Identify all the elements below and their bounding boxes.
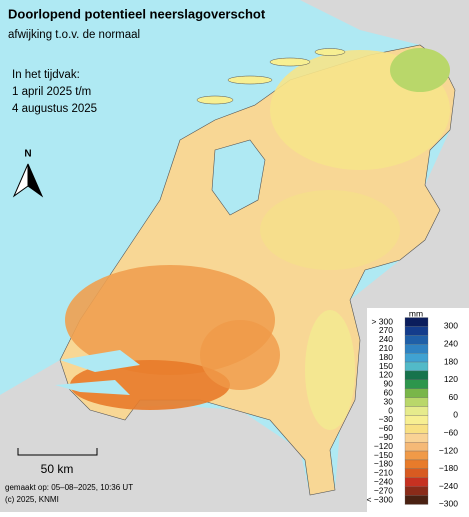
legend-swatch: [404, 335, 429, 345]
legend-left-label: > 300: [371, 316, 393, 326]
legend-right-label: 120: [444, 374, 458, 384]
legend-swatch: [404, 477, 429, 487]
legend-swatch: [404, 388, 429, 398]
legend-swatch: [404, 468, 429, 478]
legend-left-label: < −300: [367, 494, 394, 504]
footer-copyright: (c) 2025, KNMI: [5, 495, 59, 504]
legend-swatch: [404, 370, 429, 381]
netherlands: [55, 44, 456, 496]
legend-right-label: 300: [444, 321, 458, 331]
island: [227, 75, 273, 85]
dry-zone: [70, 360, 230, 410]
dry-zone: [260, 190, 400, 270]
legend-swatch: [404, 344, 429, 354]
legend-right-label: −240: [439, 481, 458, 491]
legend-swatch: [404, 379, 429, 389]
legend-swatch: [404, 326, 429, 336]
island: [269, 57, 311, 67]
island: [314, 48, 346, 56]
legend-left-label: −180: [374, 459, 393, 469]
north-label: N: [24, 149, 31, 160]
legend-left-label: 240: [379, 334, 393, 344]
wet-zone: [390, 48, 450, 92]
legend-left-label: 150: [379, 361, 393, 371]
legend-swatch: [404, 424, 429, 434]
legend-right-label: 60: [449, 392, 459, 402]
legend-right-label: 180: [444, 356, 458, 366]
legend-right-label: −300: [439, 499, 458, 509]
period-end: 4 augustus 2025: [12, 103, 97, 115]
legend-left-label: 180: [379, 352, 393, 362]
legend-swatch: [404, 415, 429, 425]
title: Doorlopend potentieel neerslagoverschot: [8, 6, 266, 21]
legend-right-label: −60: [444, 428, 459, 438]
legend-left-label: 30: [384, 396, 394, 406]
scale-bar: [17, 448, 98, 456]
legend-swatch: [404, 486, 429, 496]
north-arrow: [27, 163, 44, 198]
legend-left-label: −30: [379, 414, 394, 424]
legend-right-label: −180: [439, 463, 458, 473]
ijsselmeer: [211, 139, 266, 216]
legend-left-label: −210: [374, 468, 393, 478]
legend-swatch: [404, 459, 429, 470]
legend-left-label: −60: [379, 423, 394, 433]
legend-right-label: −120: [439, 445, 458, 455]
legend-left-label: −270: [374, 485, 393, 495]
legend-left-label: −90: [379, 432, 394, 442]
legend-swatch: [404, 352, 429, 363]
legend-right-label: 0: [453, 410, 458, 420]
legend-right-label: 240: [444, 339, 458, 349]
dry-zone: [305, 310, 355, 430]
footer-made: gemaakt op: 05–08–2025, 10:36 UT: [5, 483, 133, 492]
legend-left-label: 120: [379, 370, 393, 380]
legend-swatch: [404, 397, 429, 407]
dry-zone: [200, 320, 280, 390]
legend-left-label: 270: [379, 325, 393, 335]
legend-swatch: [404, 406, 429, 416]
period-label: In het tijdvak:: [12, 69, 80, 81]
legend-left-label: −240: [374, 476, 393, 486]
subtitle: afwijking t.o.v. de normaal: [8, 29, 140, 41]
legend-left-label: 60: [384, 387, 394, 397]
legend-left-label: 90: [384, 379, 394, 389]
legend-left-label: −150: [374, 450, 393, 460]
estuary: [55, 350, 140, 395]
legend-swatch: [404, 433, 429, 443]
legend-swatch: [404, 361, 429, 372]
legend-swatch: [404, 317, 429, 327]
island: [196, 95, 234, 105]
legend-left-label: 210: [379, 343, 393, 353]
legend-swatch: [404, 450, 429, 461]
legend-left-label: 0: [388, 405, 393, 415]
legend-swatch: [404, 441, 429, 452]
scale-label: 50 km: [41, 462, 74, 476]
legend-swatch: [404, 495, 429, 505]
period-start: 1 april 2025 t/m: [12, 86, 91, 98]
legend: > 3002702402101801501209060300−30−60−90−…: [367, 316, 459, 508]
legend-left-label: −120: [374, 441, 393, 451]
legend-unit: mm: [409, 308, 423, 318]
